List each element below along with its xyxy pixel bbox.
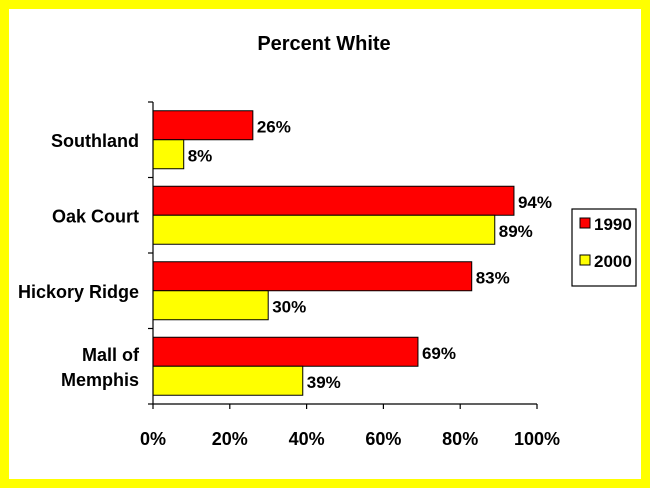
- legend-swatch-1990: [579, 217, 591, 229]
- category-label-hickory-ridge: Hickory Ridge: [18, 282, 139, 302]
- data-label-mall-of-memphis-1990: 69%: [422, 344, 456, 363]
- x-tick-label: 60%: [365, 429, 401, 449]
- x-tick-label: 100%: [514, 429, 560, 449]
- bar-oak-court-2000: [152, 214, 496, 245]
- bar-hickory-ridge-2000: [152, 290, 269, 321]
- bar-mall-of-memphis-2000: [152, 365, 304, 396]
- data-label-oak-court-2000: 89%: [499, 222, 533, 241]
- category-label-mall-of-memphis: Mall of Memphis: [61, 345, 140, 390]
- data-label-oak-court-1990: 94%: [518, 193, 552, 212]
- bar-hickory-ridge-1990: [152, 261, 473, 292]
- category-label-southland: Southland: [51, 131, 139, 151]
- x-tick-label: 20%: [212, 429, 248, 449]
- data-label-southland-1990: 26%: [257, 117, 291, 136]
- data-label-hickory-ridge-1990: 83%: [476, 268, 510, 287]
- chart-title: Percent White: [257, 33, 390, 55]
- bar-oak-court-1990: [152, 185, 515, 216]
- legend-label-1990: 1990: [594, 215, 632, 234]
- bar-southland-2000: [152, 139, 185, 170]
- bar-southland-1990: [152, 110, 254, 141]
- x-tick-label: 80%: [442, 429, 478, 449]
- x-tick-label: 0%: [140, 429, 166, 449]
- data-label-hickory-ridge-2000: 30%: [272, 297, 306, 316]
- bar-mall-of-memphis-1990: [152, 336, 419, 367]
- legend-swatch-2000: [579, 254, 591, 266]
- data-label-southland-2000: 8%: [188, 146, 213, 165]
- x-tick-label: 40%: [289, 429, 325, 449]
- legend-label-2000: 2000: [594, 252, 632, 271]
- chart-legend: 1990 2000: [571, 208, 637, 287]
- category-label-oak-court: Oak Court: [52, 206, 139, 226]
- data-label-mall-of-memphis-2000: 39%: [307, 373, 341, 392]
